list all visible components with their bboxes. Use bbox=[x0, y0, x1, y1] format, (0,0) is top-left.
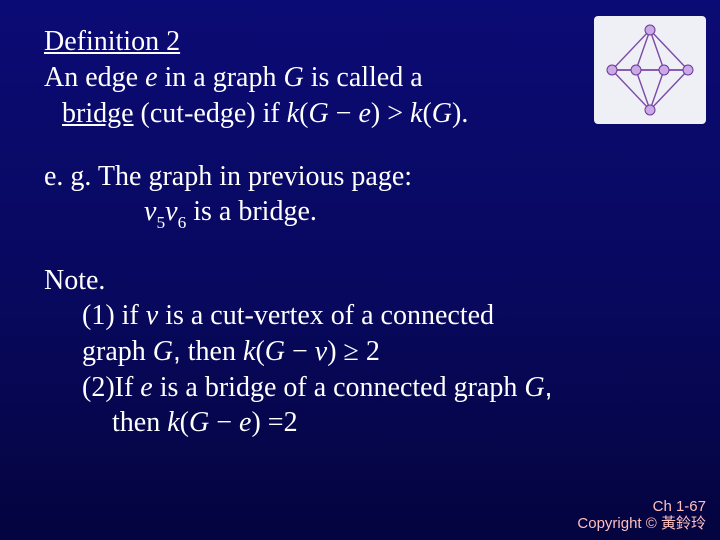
t: An edge bbox=[44, 62, 145, 93]
def-line3: bridge (cut-edge) if k(G − e) > k(G). bbox=[44, 96, 700, 132]
note-block: Note. (1) if v is a cut-vertex of a conn… bbox=[44, 263, 700, 440]
var-v: v bbox=[315, 336, 327, 367]
var-v: v bbox=[144, 196, 156, 227]
t: , bbox=[545, 371, 553, 402]
var-e: e bbox=[140, 372, 152, 403]
copyright-text: Copyright © 黃鈴玲 bbox=[577, 515, 706, 532]
var-g: G bbox=[153, 336, 173, 367]
page-number: Ch 1-67 bbox=[577, 499, 706, 516]
bridge-term: bridge bbox=[62, 98, 134, 129]
sub-6: 6 bbox=[178, 213, 187, 232]
t: ) ≥ 2 bbox=[327, 336, 380, 367]
eg-line2: v5v6 is a bridge. bbox=[44, 194, 700, 232]
var-k: k bbox=[243, 336, 255, 367]
t: ( bbox=[255, 336, 264, 367]
t: (2)If bbox=[82, 372, 140, 403]
note-line3: graph G, then k(G − v) ≥ 2 bbox=[44, 333, 700, 369]
t: graph bbox=[82, 336, 153, 367]
var-k: k bbox=[167, 407, 179, 438]
t: ) > bbox=[371, 98, 410, 129]
def-title-text: Definition 2 bbox=[44, 26, 180, 57]
var-g: G bbox=[524, 372, 544, 403]
t: ( bbox=[180, 407, 189, 438]
def-line2: An edge e in a graph G is called a bbox=[44, 60, 700, 96]
note-title: Note. bbox=[44, 263, 700, 298]
t: is a bridge. bbox=[186, 196, 317, 227]
var-g: G bbox=[432, 98, 452, 129]
content-area: Definition 2 An edge e in a graph G is c… bbox=[44, 24, 700, 440]
var-e: e bbox=[239, 407, 251, 438]
t: then bbox=[112, 407, 167, 438]
var-g: G bbox=[283, 62, 303, 93]
copyright: Copyright © 黃鈴玲 bbox=[577, 515, 706, 534]
var-k: k bbox=[410, 98, 422, 129]
note-line5: then k(G − e) =2 bbox=[44, 405, 700, 440]
eg-line1: e. g. The graph in previous page: bbox=[44, 159, 700, 194]
var-v: v bbox=[165, 196, 177, 227]
var-e: e bbox=[145, 62, 157, 93]
var-e: e bbox=[358, 98, 370, 129]
t: ). bbox=[452, 98, 468, 129]
t: is called a bbox=[304, 62, 423, 93]
t: (1) if bbox=[82, 300, 146, 331]
t: , bbox=[173, 335, 181, 366]
t: is a cut-vertex of a connected bbox=[158, 300, 494, 331]
definition-block: Definition 2 An edge e in a graph G is c… bbox=[44, 24, 700, 131]
t: ( bbox=[422, 98, 431, 129]
var-g: G bbox=[265, 336, 285, 367]
var-g: G bbox=[308, 98, 328, 129]
t: − bbox=[329, 98, 359, 129]
slide: Definition 2 An edge e in a graph G is c… bbox=[0, 0, 720, 540]
t: − bbox=[285, 336, 315, 367]
t: − bbox=[209, 407, 239, 438]
var-v: v bbox=[146, 300, 158, 331]
var-k: k bbox=[287, 98, 299, 129]
note-line2: (1) if v is a cut-vertex of a connected bbox=[44, 298, 700, 333]
var-g: G bbox=[189, 407, 209, 438]
def-title: Definition 2 bbox=[44, 24, 700, 60]
t: (cut-edge) if bbox=[134, 98, 287, 129]
t: in a graph bbox=[158, 62, 284, 93]
t: is a bridge of a connected graph bbox=[153, 372, 525, 403]
t: ) =2 bbox=[251, 407, 297, 438]
footer: Ch 1-67 Copyright © 黃鈴玲 bbox=[577, 499, 706, 534]
note-line4: (2)If e is a bridge of a connected graph… bbox=[44, 369, 700, 405]
sub-5: 5 bbox=[156, 213, 165, 232]
t: then bbox=[181, 336, 243, 367]
example-block: e. g. The graph in previous page: v5v6 i… bbox=[44, 159, 700, 232]
